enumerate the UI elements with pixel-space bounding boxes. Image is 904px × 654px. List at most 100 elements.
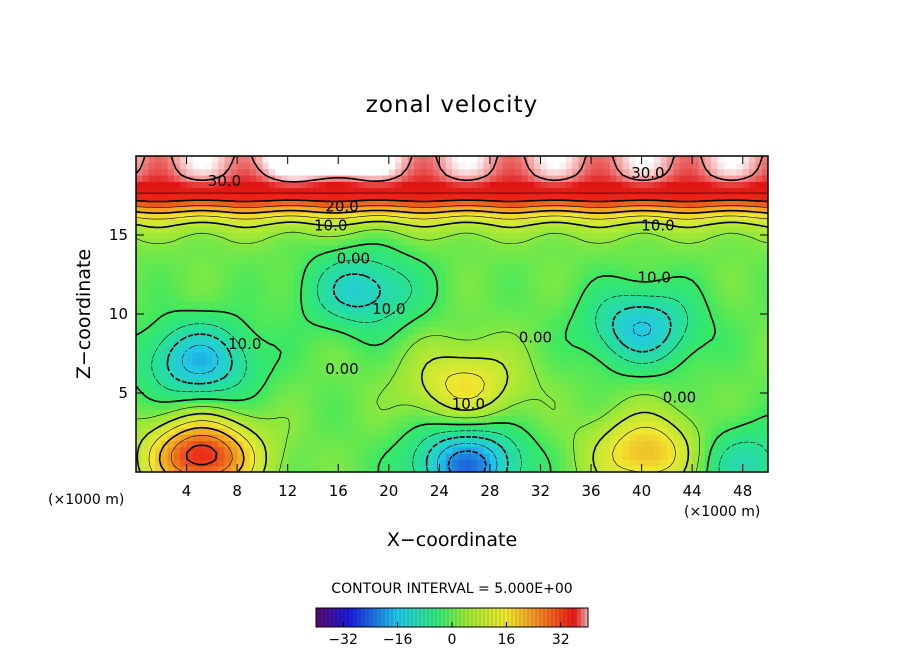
field-cell [755, 301, 763, 309]
field-cell [420, 269, 428, 277]
field-cell [647, 193, 655, 201]
field-cell [597, 320, 605, 328]
field-cell [641, 187, 649, 195]
field-cell [243, 440, 251, 448]
field-cell [136, 295, 143, 302]
field-cell [742, 332, 750, 340]
field-cell [357, 269, 365, 277]
field-cell [496, 396, 504, 404]
field-cell [199, 370, 207, 378]
field-cell [331, 453, 339, 460]
field-cell [281, 396, 289, 404]
field-cell [559, 162, 567, 170]
field-cell [376, 421, 384, 429]
field-cell [376, 276, 384, 283]
field-cell [319, 156, 327, 163]
field-cell [357, 358, 365, 366]
field-cell [553, 168, 561, 176]
field-cell [205, 276, 213, 283]
field-cell [534, 244, 542, 252]
field-cell [344, 263, 352, 271]
field-cell [306, 288, 314, 296]
field-cell [660, 446, 668, 454]
field-cell [698, 453, 706, 460]
field-cell [350, 434, 358, 441]
field-cell [319, 269, 327, 277]
field-cell [711, 301, 719, 309]
field-cell [673, 389, 681, 397]
field-cell [698, 212, 706, 220]
field-cell [205, 244, 213, 252]
field-cell [369, 339, 377, 347]
field-cell [142, 332, 150, 340]
field-cell [167, 396, 175, 404]
field-cell [161, 459, 169, 467]
field-cell [136, 364, 143, 372]
field-cell [502, 301, 510, 309]
field-cell [218, 174, 226, 182]
field-cell [477, 465, 485, 472]
field-cell [388, 383, 396, 391]
field-cell [654, 225, 662, 233]
field-cell [148, 459, 156, 467]
field-cell [224, 377, 232, 385]
field-cell [331, 269, 339, 277]
field-cell [496, 434, 504, 441]
field-cell [218, 206, 226, 214]
field-cell [268, 314, 276, 321]
field-cell [496, 276, 504, 283]
field-cell [521, 200, 529, 208]
field-cell [723, 263, 731, 271]
field-cell [616, 351, 624, 359]
field-cell [256, 282, 263, 290]
field-cell [660, 440, 668, 448]
field-cell [502, 364, 510, 372]
field-cell [458, 415, 466, 423]
field-cell [515, 193, 523, 201]
field-cell [616, 383, 624, 391]
field-cell [489, 244, 497, 252]
field-cell [180, 295, 188, 302]
field-cell [692, 257, 700, 265]
field-cell [142, 345, 150, 353]
field-cell [458, 257, 466, 265]
field-cell [407, 440, 415, 448]
field-cell [673, 193, 681, 201]
field-cell [287, 231, 295, 239]
field-cell [325, 351, 333, 359]
field-cell [723, 200, 731, 208]
field-cell [363, 168, 371, 176]
field-cell [331, 358, 339, 366]
field-cell [458, 446, 466, 454]
field-cell [502, 200, 510, 208]
field-cell [192, 415, 200, 423]
field-cell [199, 238, 207, 246]
field-cell [704, 225, 712, 233]
field-cell [369, 358, 377, 366]
field-cell [287, 415, 295, 423]
field-cell [521, 168, 529, 176]
field-cell [489, 339, 497, 347]
field-cell [641, 238, 649, 246]
field-cell [616, 187, 624, 195]
field-cell [439, 301, 447, 309]
field-cell [319, 339, 327, 347]
field-cell [508, 427, 516, 435]
field-cell [414, 446, 421, 454]
field-cell [142, 212, 150, 220]
field-cell [224, 231, 232, 239]
field-cell [395, 345, 403, 353]
field-cell [464, 465, 472, 472]
field-cell [350, 408, 358, 416]
field-cell [749, 187, 756, 195]
field-cell [161, 370, 169, 378]
field-cell [312, 282, 320, 290]
field-cell [508, 276, 516, 283]
field-cell [717, 276, 725, 283]
field-cell [704, 307, 712, 315]
field-cell [388, 276, 396, 283]
field-cell [306, 231, 314, 239]
field-cell [426, 377, 434, 385]
field-cell [268, 231, 276, 239]
field-cell [660, 434, 668, 441]
